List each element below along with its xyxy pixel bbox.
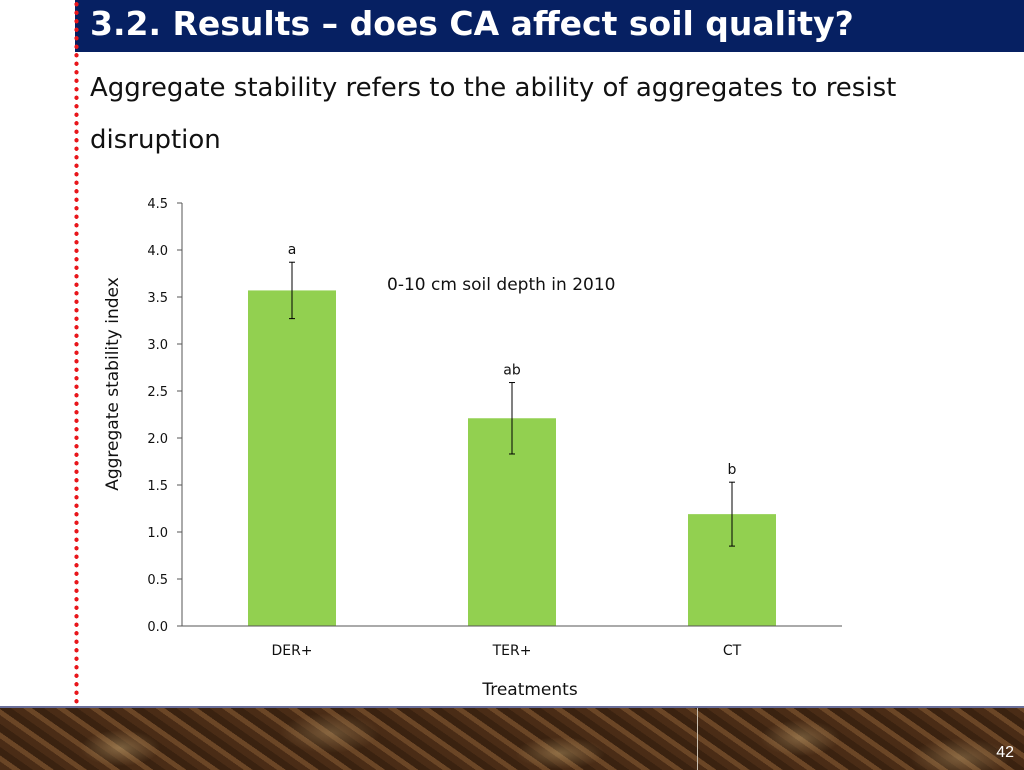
y-tick-label: 2.0 xyxy=(147,432,168,447)
slide-title: 3.2. Results – does CA affect soil quali… xyxy=(90,4,854,43)
bar-chart: 0.0 0.5 1.0 1.5 2.0 2.5 3.0 3.5 4.0 4.5 a DER+ ab TE… xyxy=(103,197,842,700)
y-tick-label: 2.5 xyxy=(147,385,168,400)
error-bar xyxy=(509,382,515,455)
significance-label: a xyxy=(288,242,297,258)
y-tick-label: 0.0 xyxy=(147,620,168,635)
y-tick-label: 4.0 xyxy=(147,244,168,259)
y-tick-label: 4.5 xyxy=(147,197,168,212)
y-tick-label: 1.5 xyxy=(147,479,168,494)
bar-der xyxy=(248,290,336,626)
footer-separator xyxy=(697,708,698,770)
significance-label: ab xyxy=(503,363,521,379)
x-tick-label: TER+ xyxy=(492,643,532,659)
slide-subtitle: Aggregate stability refers to the abilit… xyxy=(90,73,897,155)
x-tick-label: CT xyxy=(723,643,742,659)
page-number: 42 xyxy=(996,744,1014,761)
y-tick-label: 0.5 xyxy=(147,573,168,588)
chart-annotation: 0-10 cm soil depth in 2010 xyxy=(387,275,615,295)
y-axis-label: Aggregate stability index xyxy=(103,277,123,491)
y-tick-label: 1.0 xyxy=(147,526,168,541)
title-bar xyxy=(75,0,1024,52)
significance-label: b xyxy=(728,462,737,478)
y-tick-label: 3.5 xyxy=(147,291,168,306)
dotted-divider xyxy=(74,0,79,706)
y-tick-label: 3.0 xyxy=(147,338,168,353)
footer-band: 42 xyxy=(0,706,1024,770)
error-bar xyxy=(289,261,295,320)
x-axis-label: Treatments xyxy=(481,680,578,700)
x-tick-label: DER+ xyxy=(271,643,312,659)
error-bar xyxy=(729,481,735,547)
